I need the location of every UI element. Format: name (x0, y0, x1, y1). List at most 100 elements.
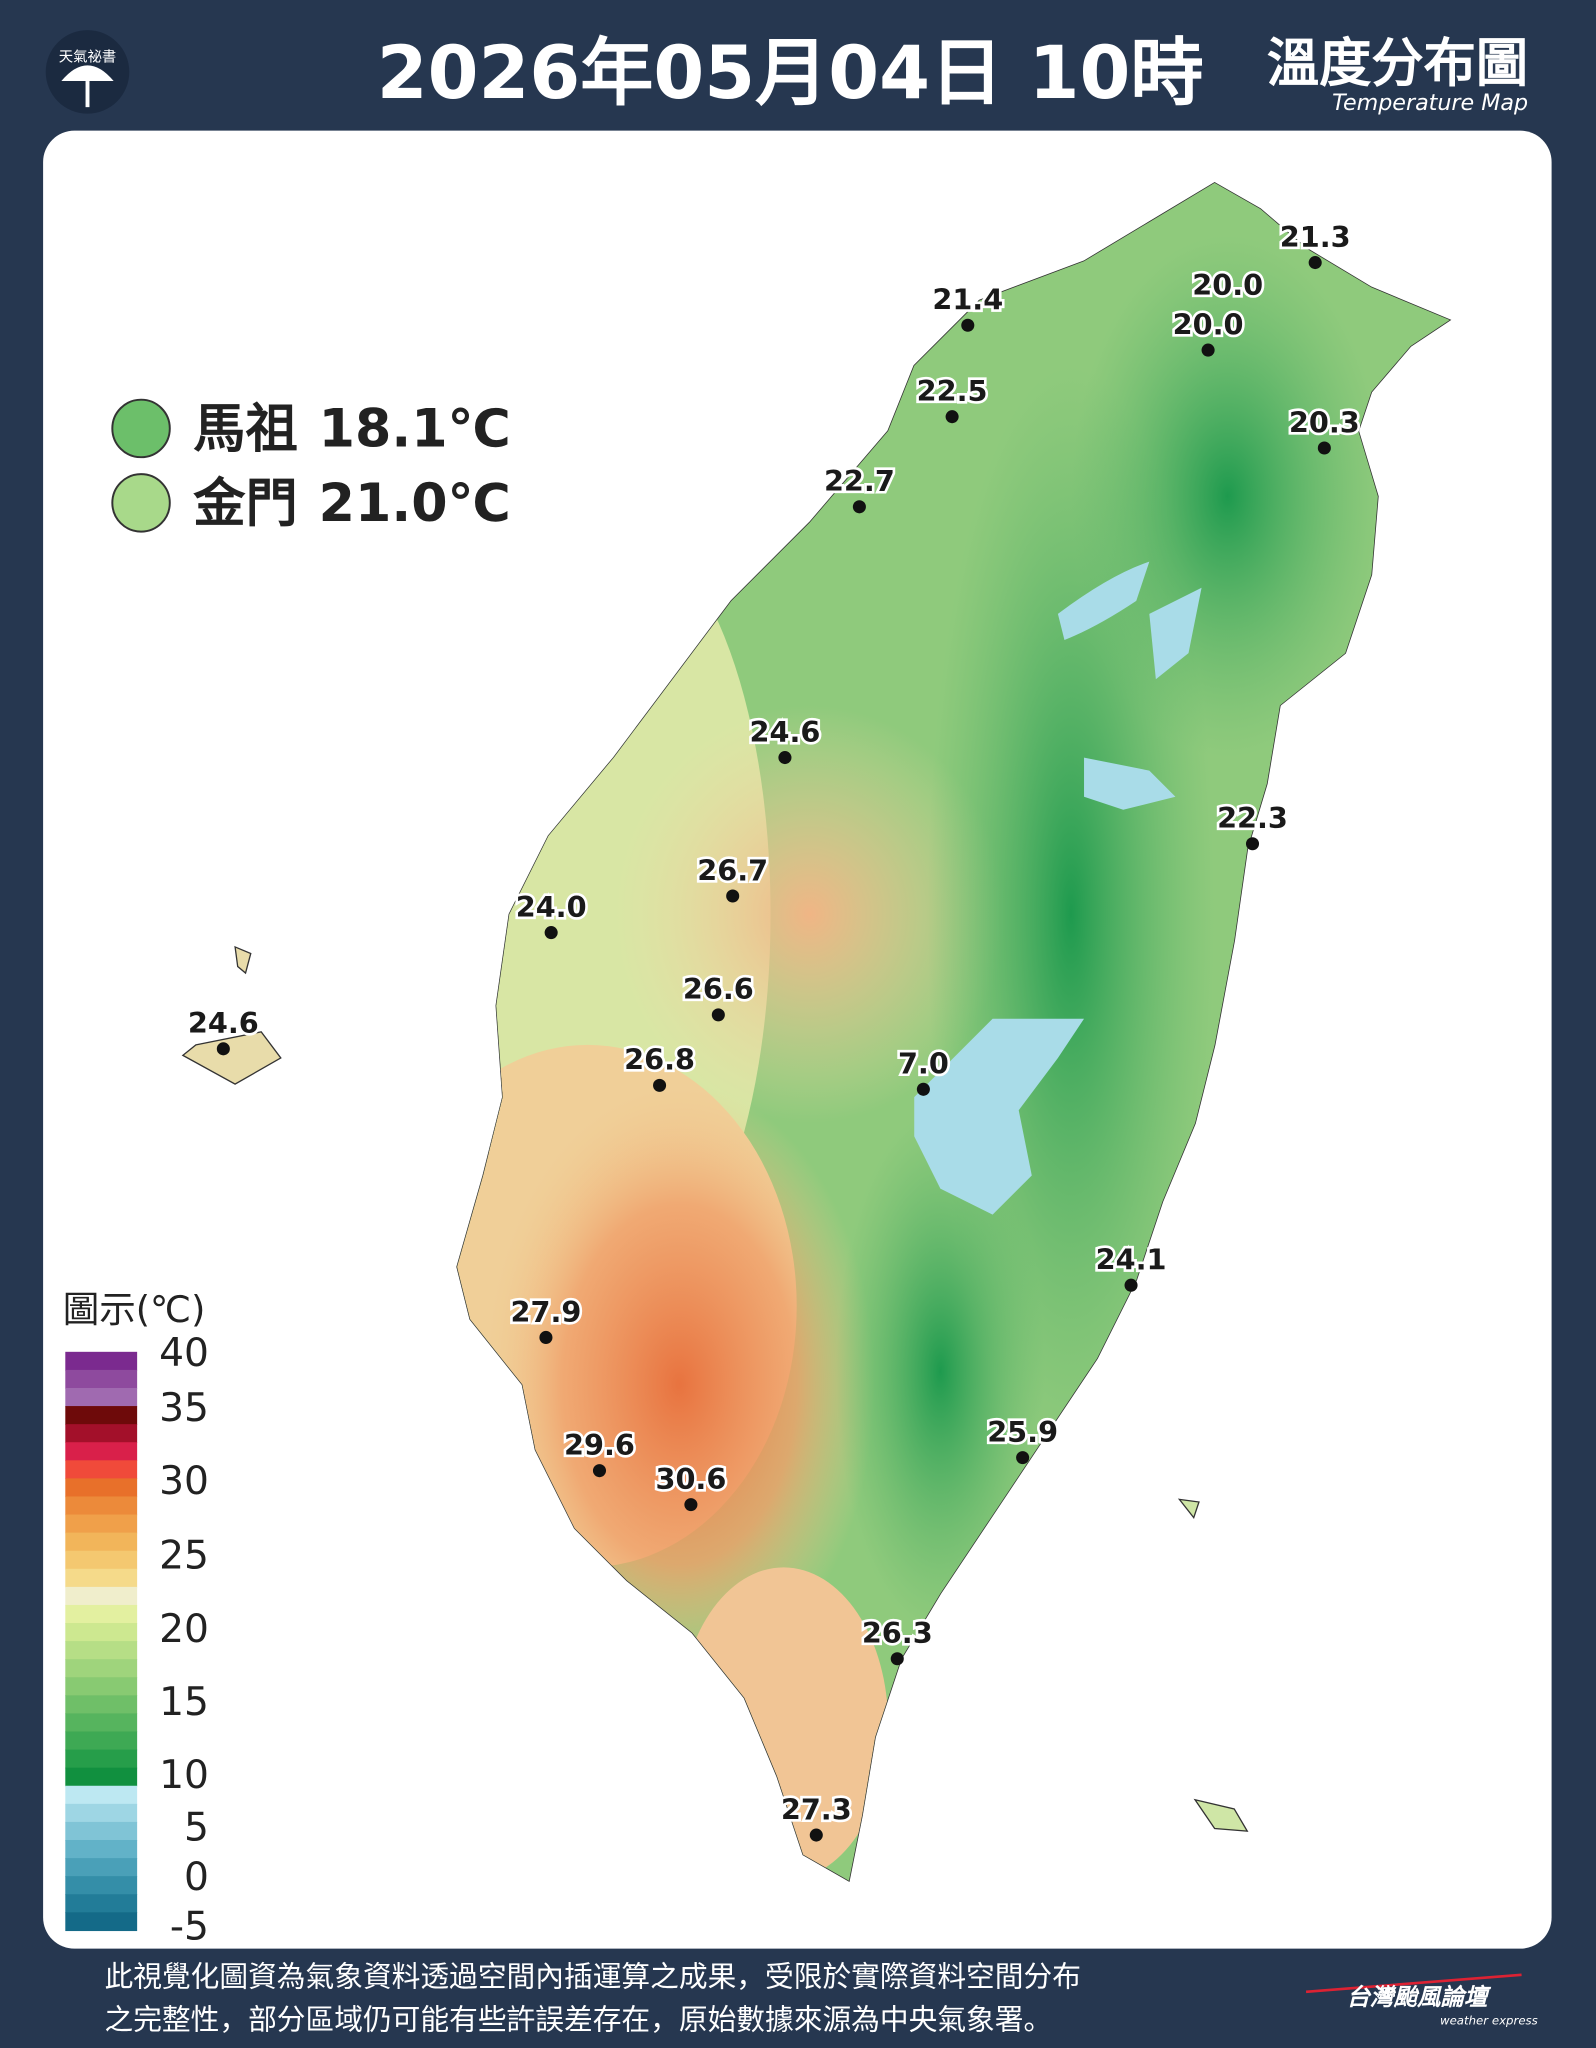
station-dot (653, 1078, 667, 1092)
legend-swatch (65, 1803, 138, 1823)
legend-swatch (65, 1568, 138, 1588)
island-name: 金門 (192, 474, 297, 534)
logo-text: 天氣祕書 (59, 48, 116, 65)
station-dot (852, 500, 866, 514)
station-dot (1317, 441, 1331, 455)
footer-line: 之完整性，部分區域仍可能有些許誤差存在，原始數據來源為中央氣象署。 (104, 2003, 1052, 2037)
brand: 台灣颱風論壇 (1347, 1983, 1492, 2011)
legend-swatch (65, 1821, 138, 1841)
map-title: 溫度分布圖 (1267, 34, 1528, 94)
station-dot (1016, 1451, 1030, 1465)
legend-swatch (65, 1912, 138, 1932)
station-value: 20.0 (1192, 268, 1263, 302)
legend-swatch (65, 1677, 138, 1697)
station-dot (1124, 1278, 1138, 1292)
legend-swatch (65, 1604, 138, 1624)
legend: 圖示(℃) 40 35 30 25 20 15 10 5 0 -5 (63, 1288, 209, 1950)
station-dot (1201, 343, 1215, 357)
station-value: 24.0 (516, 890, 587, 924)
legend-swatch (65, 1532, 138, 1552)
station-dot (216, 1042, 230, 1056)
station-value: 26.7 (697, 853, 768, 887)
station-dot (809, 1828, 823, 1842)
legend-swatch (65, 1514, 138, 1534)
legend-swatch (65, 1460, 138, 1480)
station-value: 27.3 (781, 1792, 852, 1826)
legend-swatch (65, 1876, 138, 1895)
station-value: 24.6 (750, 715, 821, 749)
legend-swatch (65, 1586, 138, 1606)
legend-swatch (65, 1496, 138, 1516)
station-dot (961, 318, 975, 332)
station-value: 25.9 (987, 1415, 1058, 1449)
station-dot (592, 1464, 607, 1478)
island-swatch (111, 473, 171, 533)
station-value: 26.3 (862, 1616, 933, 1650)
station-value: 7.0 (898, 1047, 949, 1081)
legend-swatch (65, 1387, 138, 1407)
legend-swatch (65, 1749, 138, 1769)
station-value: 30.6 (655, 1462, 726, 1496)
brand-sub: weather express (1440, 2013, 1538, 2027)
legend-swatch (65, 1424, 138, 1443)
legend-swatch (65, 1695, 138, 1715)
legend-tick-label: 20 (159, 1607, 209, 1652)
station-value: 21.3 (1280, 220, 1351, 254)
legend-swatch (65, 1731, 138, 1751)
outlying-islands: 馬祖 18.1℃ 金門 21.0℃ (111, 398, 511, 534)
station-dot (916, 1082, 930, 1096)
station-value: 26.8 (624, 1043, 695, 1077)
legend-swatch (65, 1659, 138, 1678)
legend-swatch (65, 1641, 138, 1660)
legend-tick-label: 40 (159, 1331, 209, 1376)
legend-swatch (65, 1785, 138, 1805)
island-name: 馬祖 (193, 400, 297, 460)
station-dot (890, 1652, 904, 1666)
legend-swatch (65, 1623, 138, 1642)
island-value: 21.0℃ (319, 474, 511, 534)
legend-swatch (65, 1351, 138, 1371)
legend-swatch (65, 1442, 138, 1461)
station-value: 26.6 (683, 972, 754, 1006)
legend-swatch (65, 1713, 138, 1733)
station-value: 22.7 (824, 464, 895, 498)
island-swatch (111, 398, 171, 459)
station-dot (1245, 837, 1260, 851)
legend-swatch (65, 1858, 138, 1877)
station-dot (1308, 256, 1322, 270)
legend-tick-label: 30 (159, 1459, 209, 1504)
logo: 天氣祕書 (45, 30, 130, 114)
footer-line: 此視覺化圖資為氣象資料透過空間內插運算之成果，受限於實際資料空間分布 (104, 1960, 1080, 1994)
legend-swatch (65, 1839, 138, 1859)
legend-swatch (65, 1767, 138, 1787)
legend-swatch (65, 1478, 138, 1498)
legend-tick-label: 35 (159, 1386, 209, 1431)
station-dot (544, 926, 558, 940)
station-dot (945, 410, 959, 424)
station-dot (778, 751, 792, 765)
brand-line (1305, 1973, 1522, 1994)
station-value: 27.9 (511, 1295, 582, 1329)
legend-swatch (65, 1550, 138, 1570)
station-value: 20.0 (1173, 307, 1244, 341)
station-value: 29.6 (564, 1428, 635, 1462)
station-dot (684, 1498, 698, 1512)
station-dot (726, 889, 740, 903)
station-value: 22.3 (1217, 801, 1288, 835)
map-subtitle: Temperature Map (1332, 90, 1528, 116)
station-value: 24.6 (188, 1006, 259, 1040)
legend-tick-label: 5 (184, 1805, 209, 1850)
station-value: 21.4 (932, 283, 1003, 317)
station-value: 22.5 (917, 374, 988, 408)
legend-swatch (65, 1894, 138, 1913)
title: 2026年05月04日 10時 (377, 31, 1204, 116)
legend-tick-label: 15 (159, 1680, 209, 1725)
legend-tick-label: 10 (159, 1753, 209, 1798)
station-value: 24.1 (1096, 1243, 1167, 1277)
stations: 21.3 20.0 20.0 21.4 22.5 22.7 20.3 24.6 22.3 26.7… (185, 217, 1362, 1842)
station-value: 20.3 (1289, 405, 1360, 439)
legend-swatch (65, 1369, 138, 1389)
legend-swatch (65, 1406, 138, 1425)
island-value: 18.1℃ (319, 400, 511, 460)
